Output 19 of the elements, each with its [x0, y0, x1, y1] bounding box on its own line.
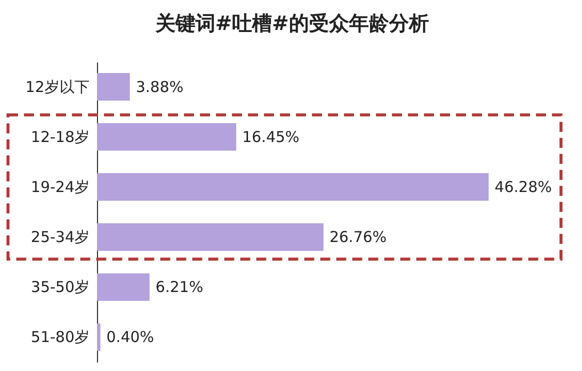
data-label: 46.28% — [494, 178, 552, 196]
bar — [97, 223, 324, 251]
bar — [97, 273, 150, 301]
bar — [97, 323, 100, 351]
chart-title: 关键词#吐槽#的受众年龄分析 — [154, 11, 429, 35]
y-tick-label: 51-80岁 — [30, 328, 90, 346]
y-tick-label: 12岁以下 — [25, 78, 90, 96]
bar — [97, 173, 489, 201]
data-label: 0.40% — [106, 328, 154, 346]
bar — [97, 123, 236, 151]
y-tick-label: 12-18岁 — [30, 128, 90, 146]
y-tick-label: 19-24岁 — [30, 178, 90, 196]
y-tick-label: 35-50岁 — [30, 278, 90, 296]
data-label: 16.45% — [242, 128, 300, 146]
data-label: 26.76% — [329, 228, 387, 246]
bar — [97, 73, 130, 101]
data-label: 3.88% — [136, 78, 184, 96]
y-tick-label: 25-34岁 — [30, 228, 90, 246]
data-label: 6.21% — [156, 278, 204, 296]
